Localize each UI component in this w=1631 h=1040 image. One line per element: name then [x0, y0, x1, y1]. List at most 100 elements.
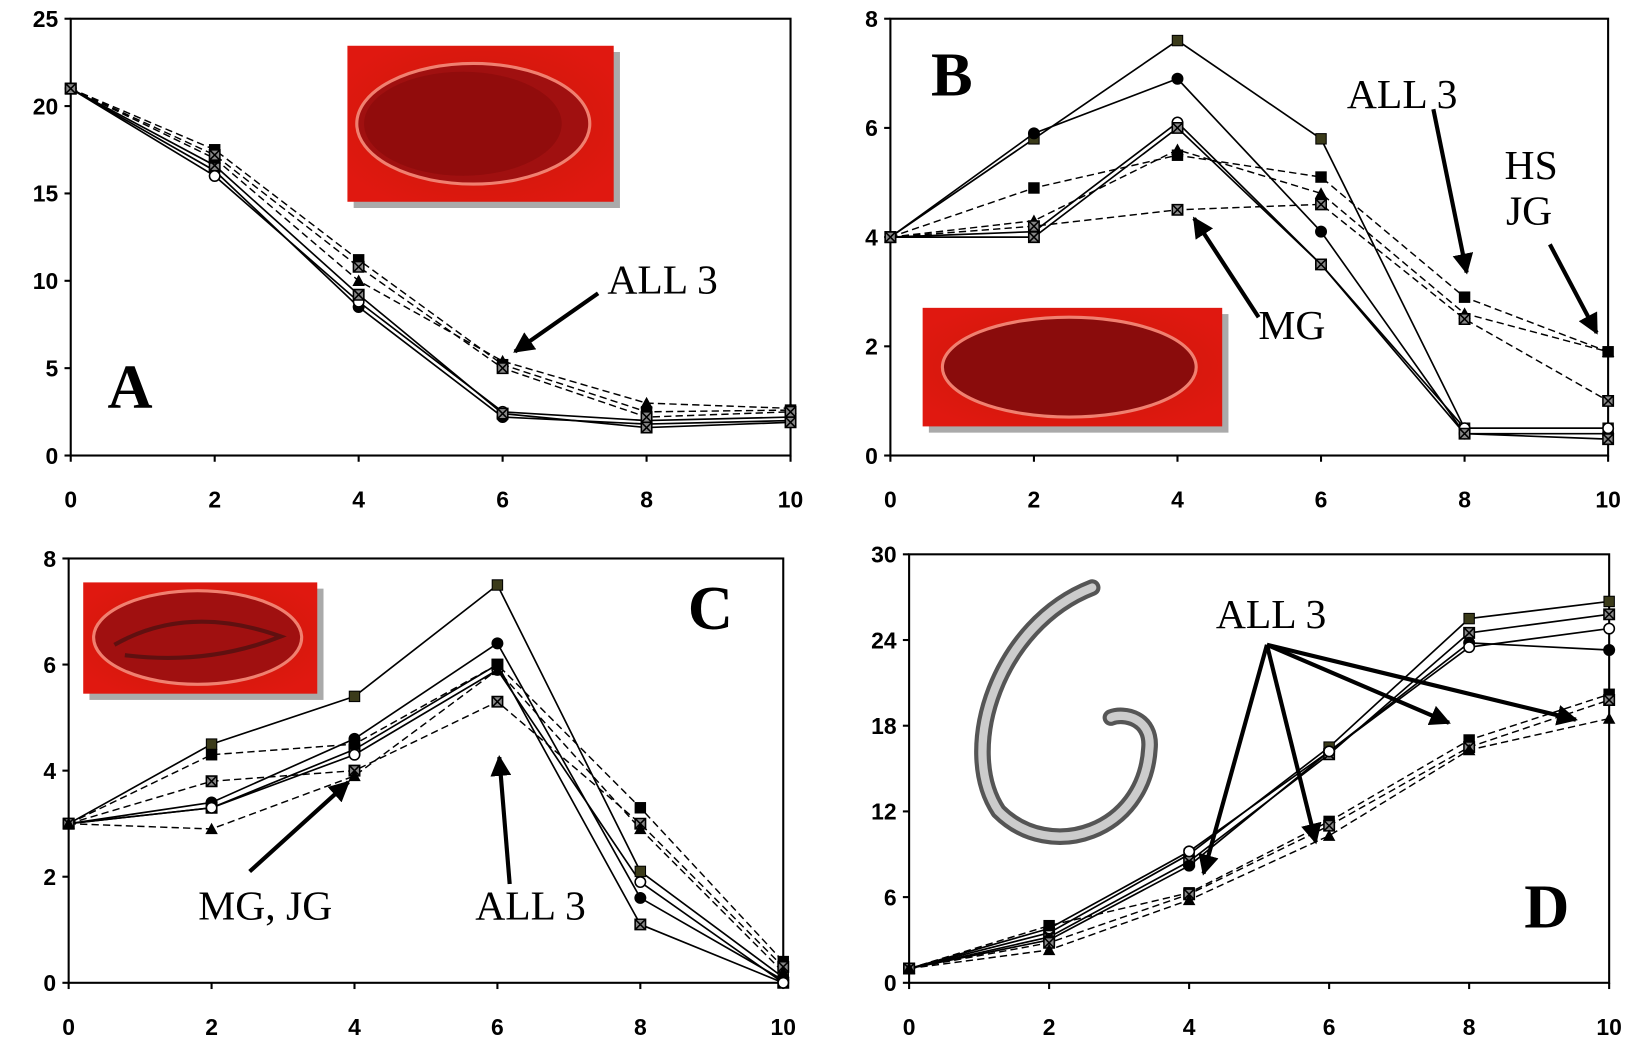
annotation: JG — [1506, 188, 1552, 234]
x-tick-label: 10 — [771, 1014, 796, 1040]
x-tick-label: 8 — [634, 1014, 647, 1040]
y-tick-label: 0 — [884, 970, 897, 996]
x-tick-label: 2 — [205, 1014, 218, 1040]
x-tick-label: 4 — [1171, 487, 1184, 513]
worm-image — [974, 579, 1158, 845]
x-tick-label: 4 — [1183, 1014, 1196, 1040]
data-point — [348, 748, 361, 761]
series-line — [909, 717, 1610, 970]
y-tick-label: 4 — [43, 758, 56, 784]
y-tick-label: 0 — [43, 970, 56, 996]
arrow — [1192, 216, 1261, 319]
x-tick-label: 0 — [64, 487, 77, 513]
arrow — [1266, 642, 1578, 726]
data-point — [205, 775, 218, 788]
data-point — [1315, 258, 1328, 271]
series-line — [890, 121, 1609, 430]
data-point — [352, 260, 365, 273]
data-point — [1027, 127, 1040, 140]
data-point — [1182, 893, 1196, 906]
y-tick-label: 0 — [46, 443, 59, 469]
series-line — [68, 700, 784, 968]
arrow — [513, 291, 600, 354]
x-tick-label: 6 — [1315, 487, 1328, 513]
y-tick-label: 25 — [33, 6, 59, 32]
data-point — [634, 918, 647, 931]
series-line — [890, 203, 1609, 402]
data-point — [1602, 433, 1615, 446]
annotation: MG, JG — [198, 882, 332, 928]
data-point — [1042, 943, 1056, 956]
y-tick-label: 4 — [865, 224, 878, 250]
x-tick-label: 6 — [1323, 1014, 1336, 1040]
data-point — [784, 405, 797, 418]
x-tick-label: 0 — [903, 1014, 916, 1040]
panel-letter: D — [1524, 873, 1569, 942]
series-line — [908, 693, 1610, 970]
x-tick-label: 0 — [62, 1014, 75, 1040]
series-line — [68, 663, 784, 963]
data-point — [352, 288, 365, 301]
data-point — [1171, 143, 1184, 155]
data-point — [634, 876, 647, 889]
y-tick-label: 2 — [865, 334, 878, 360]
series-line — [70, 87, 791, 425]
data-point — [1323, 745, 1336, 758]
data-point — [491, 695, 504, 708]
x-tick-label: 8 — [1458, 487, 1471, 513]
data-point — [1458, 313, 1471, 325]
panel-letter: B — [931, 41, 973, 110]
x-tick-label: 10 — [1596, 1014, 1621, 1040]
data-point — [634, 822, 647, 835]
arrow — [248, 780, 351, 874]
data-point — [1458, 427, 1471, 440]
x-tick-label: 6 — [496, 487, 509, 513]
data-point — [1027, 220, 1040, 233]
data-point — [634, 802, 647, 814]
data-point — [1171, 203, 1184, 216]
panel-letter: A — [107, 353, 152, 422]
arrow — [1264, 644, 1322, 845]
data-point — [208, 169, 221, 182]
data-point — [1601, 345, 1615, 357]
series-line — [70, 87, 791, 413]
data-point — [1458, 291, 1471, 303]
series-line — [890, 126, 1609, 440]
data-point — [491, 637, 504, 650]
annotation: HS — [1505, 142, 1558, 188]
micrograph-c — [83, 582, 324, 700]
x-tick-label: 2 — [1043, 1014, 1056, 1040]
data-point — [1322, 829, 1336, 841]
plot-frame — [69, 17, 792, 457]
x-tick-label: 10 — [1595, 487, 1620, 513]
annotation: ALL 3 — [1216, 591, 1327, 637]
annotation: MG — [1258, 302, 1325, 348]
series-line — [68, 668, 784, 984]
y-tick-label: 15 — [33, 181, 59, 207]
x-tick-label: 4 — [352, 487, 365, 513]
data-point — [640, 411, 653, 424]
y-tick-label: 8 — [865, 6, 878, 32]
x-tick-label: 10 — [778, 487, 803, 513]
series-line — [70, 87, 791, 422]
data-point — [634, 891, 647, 904]
data-point — [1171, 121, 1184, 134]
series-line — [890, 148, 1609, 353]
data-point — [62, 817, 75, 829]
arrow — [1198, 644, 1269, 876]
y-tick-label: 0 — [865, 443, 878, 469]
y-tick-label: 20 — [33, 93, 58, 119]
y-tick-label: 10 — [33, 268, 58, 294]
arrow — [1548, 243, 1599, 335]
series-line — [889, 77, 1609, 435]
data-point — [902, 962, 916, 974]
x-tick-label: 6 — [491, 1014, 504, 1040]
y-tick-label: 6 — [43, 652, 56, 678]
plot-frame — [908, 553, 1611, 984]
series-line — [68, 642, 784, 981]
data-point — [205, 738, 218, 750]
x-tick-label: 8 — [1463, 1014, 1476, 1040]
y-tick-label: 12 — [871, 799, 896, 825]
